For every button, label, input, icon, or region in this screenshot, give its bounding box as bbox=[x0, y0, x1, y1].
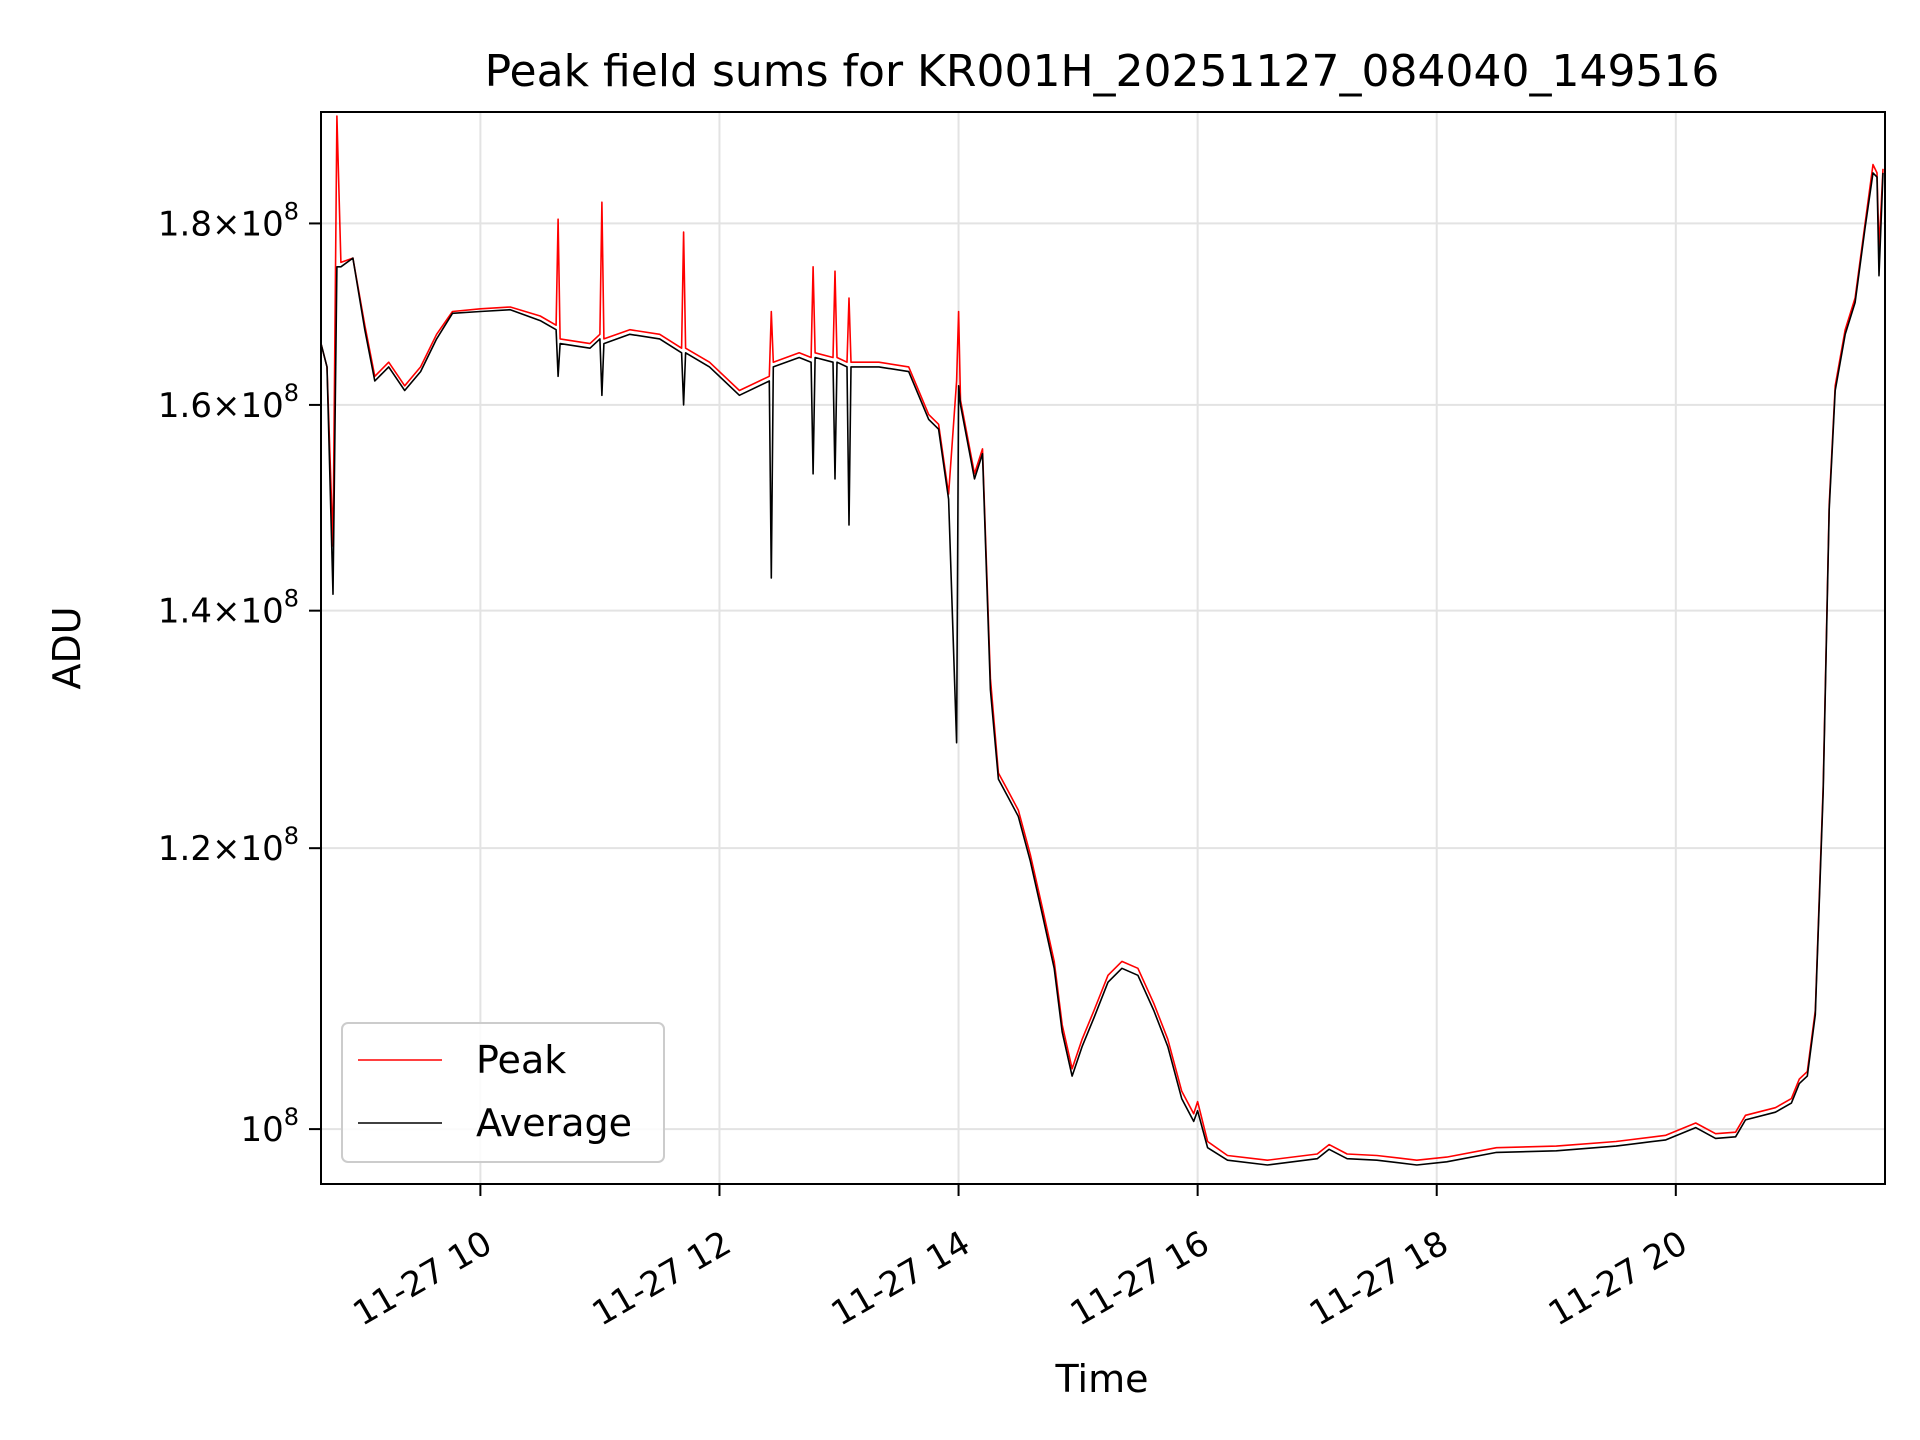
y-tick-label: 108 bbox=[240, 1103, 299, 1150]
series-lines bbox=[321, 115, 1884, 1166]
series-line-peak bbox=[321, 115, 1884, 1161]
legend: Peak Average bbox=[341, 1022, 665, 1163]
x-axis-label: Time bbox=[1055, 1357, 1149, 1401]
y-axis-ticks: 1.8×108 1.6×108 1.4×108 1.2×108 108 bbox=[158, 197, 321, 1150]
series-line-average bbox=[321, 172, 1884, 1166]
legend-label-peak: Peak bbox=[476, 1038, 566, 1082]
legend-label-average: Average bbox=[476, 1101, 632, 1145]
chart-title: Peak field sums for KR001H_20251127_0840… bbox=[485, 46, 1720, 97]
plot-frame bbox=[320, 111, 1886, 1185]
y-tick-label: 1.6×108 bbox=[158, 379, 299, 426]
y-axis-label: ADU bbox=[45, 606, 89, 689]
y-tick-label: 1.8×108 bbox=[158, 197, 299, 244]
y-tick-label: 1.4×108 bbox=[158, 585, 299, 632]
grid-lines bbox=[321, 112, 1885, 1184]
y-tick-label: 1.2×108 bbox=[158, 822, 299, 869]
legend-box bbox=[341, 1022, 665, 1163]
